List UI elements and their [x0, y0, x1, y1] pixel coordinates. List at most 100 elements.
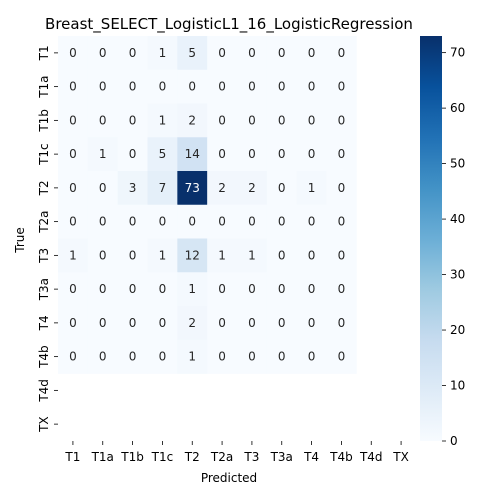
cell-value-label: 0 — [69, 113, 77, 127]
cell-value-label: 0 — [308, 316, 316, 330]
cell-value-label: 0 — [218, 316, 226, 330]
colorbar-tick-label: 0 — [450, 434, 458, 448]
cell-value-label: 0 — [159, 350, 167, 364]
cell-value-label: 1 — [188, 282, 196, 296]
cell-value-label: 0 — [99, 46, 107, 60]
x-tick-label: T1 — [64, 450, 80, 464]
cell-value-label: 0 — [159, 215, 167, 229]
cell-value-label: 0 — [338, 316, 346, 330]
cell-value-label: 0 — [248, 80, 256, 94]
cell-value-label: 0 — [99, 316, 107, 330]
y-tick-label: T4d — [37, 379, 51, 403]
chart-title: Breast_SELECT_LogisticL1_16_LogisticRegr… — [45, 15, 413, 34]
cell-value-label: 0 — [278, 350, 286, 364]
cell-value-label: 0 — [278, 316, 286, 330]
cell-value-label: 1 — [99, 147, 107, 161]
cell-value-label: 0 — [338, 350, 346, 364]
cell-value-label: 0 — [218, 147, 226, 161]
cell-value-label: 0 — [248, 350, 256, 364]
cell-value-label: 0 — [69, 215, 77, 229]
cell-value-label: 0 — [159, 80, 167, 94]
cell-value-label: 0 — [248, 113, 256, 127]
cell-value-label: 0 — [69, 282, 77, 296]
cell-value-label: 0 — [338, 80, 346, 94]
cell-value-label: 0 — [338, 181, 346, 195]
cell-value-label: 0 — [99, 282, 107, 296]
cell-value-label: 0 — [338, 248, 346, 262]
cell-value-label: 0 — [338, 147, 346, 161]
colorbar-tick-label: 20 — [450, 323, 465, 337]
cell-value-label: 0 — [129, 215, 137, 229]
y-tick-label: T3 — [37, 248, 51, 264]
cell-value-label: 14 — [185, 147, 200, 161]
colorbar-tick-label: 70 — [450, 46, 465, 60]
cell-value-label: 0 — [188, 215, 196, 229]
cell-value-label: 2 — [218, 181, 226, 195]
cell-value-label: 0 — [129, 147, 137, 161]
cell-value-label: 0 — [308, 350, 316, 364]
cell-value-label: 0 — [99, 113, 107, 127]
cell-value-label: 0 — [159, 282, 167, 296]
x-tick-label: T4d — [359, 450, 383, 464]
cell-value-label: 0 — [218, 282, 226, 296]
colorbar-tick-label: 30 — [450, 268, 465, 282]
cell-value-label: 0 — [248, 46, 256, 60]
cell-value-label: 0 — [218, 215, 226, 229]
cell-value-label: 1 — [159, 46, 167, 60]
cell-value-label: 0 — [278, 248, 286, 262]
heatmap-cells: 0 0 0 1 5 0 0 0 0 00 0 0 0 0 0 0 0 0 00 0 0 1 2 0 0 0 0 00 1 0 5 14 0 0 0 0… — [58, 36, 357, 374]
cell-value-label: 0 — [308, 113, 316, 127]
colorbar-tick-label: 10 — [450, 379, 465, 393]
cell-value-label: 0 — [129, 350, 137, 364]
y-tick-label: T4b — [37, 345, 51, 369]
cell-value-label: 0 — [218, 350, 226, 364]
y-tick-label: T2 — [37, 180, 51, 196]
cell-value-label: 0 — [99, 181, 107, 195]
cell-value-label: 73 — [185, 181, 200, 195]
x-tick-label: T4 — [303, 450, 319, 464]
cell-value-label: 0 — [99, 350, 107, 364]
x-tick-label: T1b — [120, 450, 144, 464]
cell-value-label: 0 — [308, 282, 316, 296]
cell-value-label: 0 — [129, 248, 137, 262]
cell-value-label: 0 — [248, 316, 256, 330]
cell-value-label: 2 — [188, 113, 196, 127]
y-tick-label: T1a — [37, 75, 51, 98]
cell-value-label: 0 — [308, 248, 316, 262]
cell-value-label: 1 — [69, 248, 77, 262]
cell-value-label: 2 — [248, 181, 256, 195]
cell-value-label: 1 — [248, 248, 256, 262]
x-axis-ticks: T1 T1a T1b T1c T2 T2a T3 T3a T4 T4b T4d TX — [64, 441, 408, 464]
y-axis-label: True — [13, 227, 27, 254]
cell-value-label: 0 — [278, 181, 286, 195]
cell-value-label: 0 — [338, 215, 346, 229]
x-tick-label: TX — [392, 450, 409, 464]
cell-value-label: 0 — [99, 215, 107, 229]
cell-value-label: 0 — [69, 80, 77, 94]
cell-value-label: 3 — [129, 181, 137, 195]
x-tick-label: T1a — [91, 450, 114, 464]
cell-value-label: 0 — [69, 46, 77, 60]
y-tick-label: T1 — [37, 45, 51, 61]
x-tick-label: T2a — [210, 450, 233, 464]
x-tick-label: T3a — [270, 450, 293, 464]
cell-value-label: 0 — [99, 248, 107, 262]
y-tick-label: TX — [37, 416, 51, 433]
cell-value-label: 0 — [248, 215, 256, 229]
cell-value-label: 0 — [308, 147, 316, 161]
y-tick-label: T3a — [37, 278, 51, 301]
x-tick-label: T2 — [184, 450, 200, 464]
cell-value-label: 0 — [278, 215, 286, 229]
cell-value-label: 0 — [308, 215, 316, 229]
cell-value-label: 0 — [129, 113, 137, 127]
cell-value-label: 0 — [69, 350, 77, 364]
cell-value-label: 0 — [99, 80, 107, 94]
x-tick-label: T3 — [243, 450, 259, 464]
cell-value-label: 0 — [338, 46, 346, 60]
cell-value-label: 1 — [159, 248, 167, 262]
cell-value-label: 12 — [185, 248, 200, 262]
colorbar — [420, 36, 442, 441]
cell-value-label: 7 — [159, 181, 167, 195]
cell-value-label: 0 — [69, 147, 77, 161]
